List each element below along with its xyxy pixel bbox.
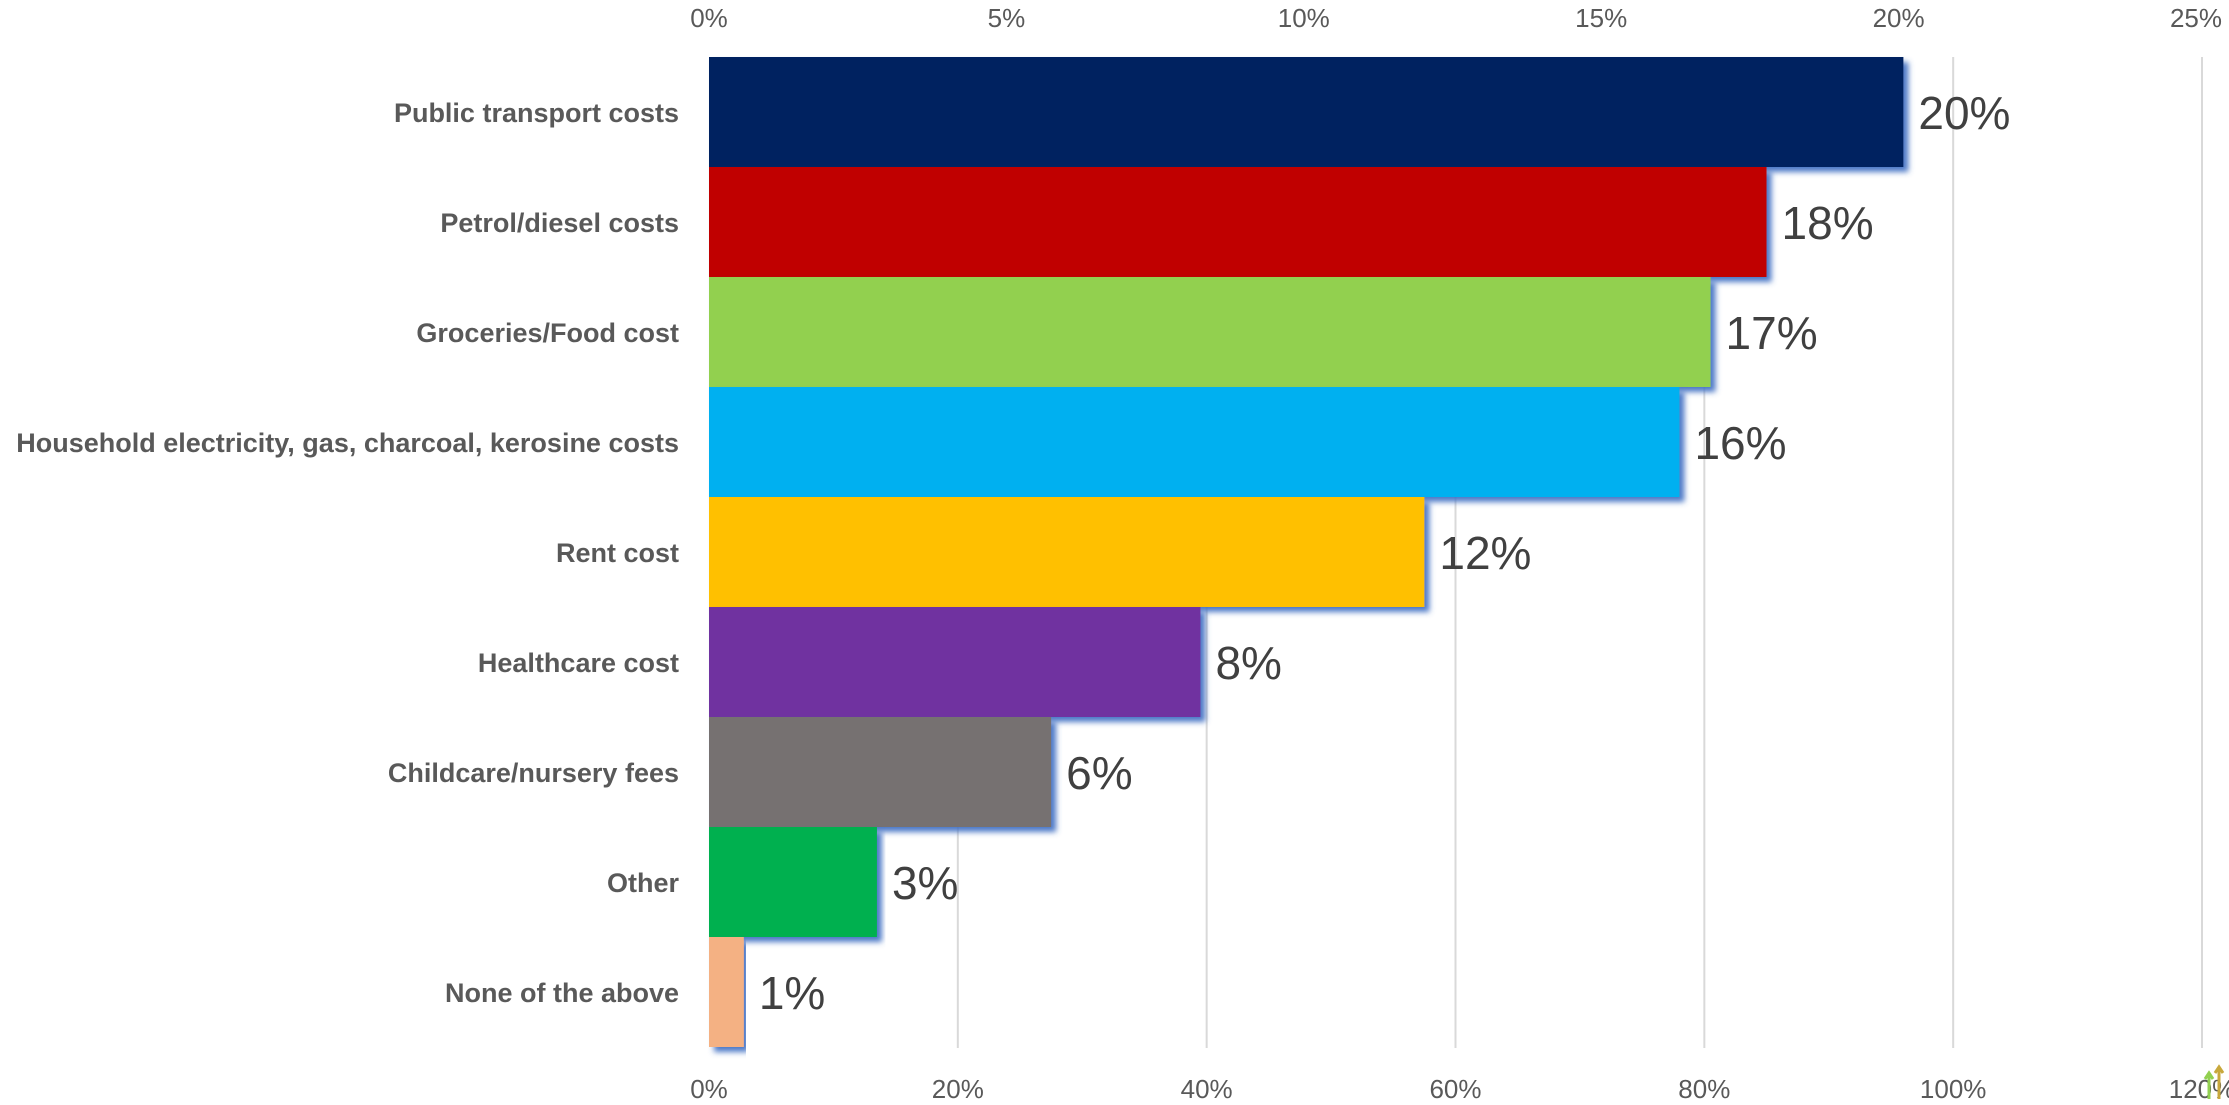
bottom-axis-tick-label: 100% [1920,1074,1987,1104]
bar [709,167,1767,277]
bottom-axis-tick-label: 20% [932,1074,984,1104]
bars [709,57,1904,1047]
bar [709,497,1425,607]
data-label: 18% [1782,197,1874,249]
bottom-axis-tick-label: 40% [1181,1074,1233,1104]
top-axis-tick-label: 0% [690,3,728,33]
bar [709,717,1052,827]
category-label: Healthcare cost [478,648,679,678]
data-label: 17% [1726,307,1818,359]
top-axis-tick-label: 25% [2170,3,2222,33]
bar [709,57,1904,167]
category-label: Public transport costs [394,98,679,128]
category-label: Household electricity, gas, charcoal, ke… [16,428,679,458]
bar [709,387,1680,497]
category-label: Petrol/diesel costs [440,208,679,238]
corner-arrows-icon [2203,1064,2225,1099]
top-axis-tick-label: 10% [1278,3,1330,33]
category-label: Childcare/nursery fees [388,758,679,788]
category-label: Rent cost [556,538,679,568]
data-label: 3% [892,857,958,909]
bottom-axis-tick-label: 60% [1429,1074,1481,1104]
data-label: 1% [759,967,825,1019]
top-axis-tick-label: 15% [1575,3,1627,33]
data-label: 6% [1066,747,1132,799]
category-labels: Public transport costs Petrol/diesel cost… [16,98,679,1008]
data-label: 20% [1918,87,2010,139]
top-axis: 0% 5% 10% 15% 20% 25% [690,3,2222,33]
bottom-axis-tick-label: 80% [1678,1074,1730,1104]
bottom-axis: 0% 20% 40% 60% 80% 100% 120% [690,1074,2229,1104]
top-axis-tick-label: 20% [1873,3,1925,33]
data-label: 16% [1694,417,1786,469]
category-label: Other [607,868,680,898]
bar [709,277,1711,387]
bar [709,607,1201,717]
bar [709,937,744,1047]
data-labels: 20% 18% 17% 16% 12% 8% 6% 3% 1% [759,87,2011,1019]
bottom-axis-tick-label: 0% [690,1074,728,1104]
data-label: 12% [1439,527,1531,579]
category-label: None of the above [445,978,679,1008]
bar [709,827,877,937]
data-label: 8% [1215,637,1281,689]
category-label: Groceries/Food cost [416,318,679,348]
top-axis-tick-label: 5% [988,3,1026,33]
